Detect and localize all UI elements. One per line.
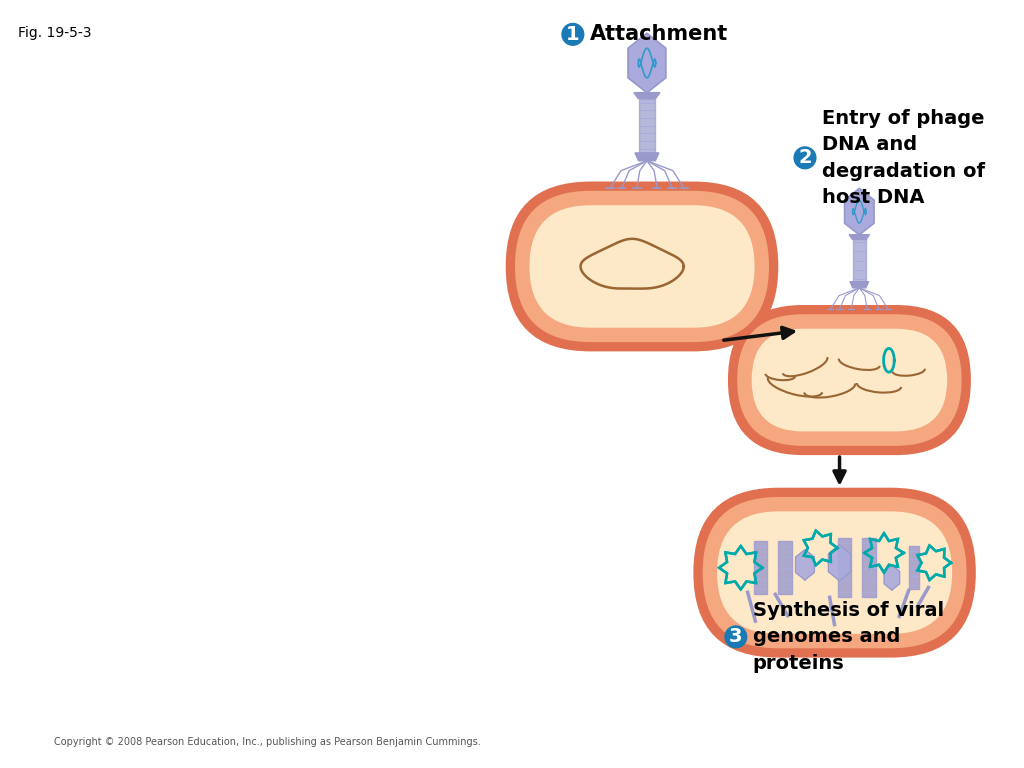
Polygon shape [850, 282, 868, 288]
Text: 2: 2 [798, 148, 812, 167]
FancyBboxPatch shape [752, 329, 947, 432]
Polygon shape [838, 538, 851, 598]
FancyBboxPatch shape [506, 181, 778, 352]
Polygon shape [849, 235, 869, 240]
Circle shape [794, 147, 816, 169]
Text: Fig. 19-5-3: Fig. 19-5-3 [17, 26, 91, 41]
Polygon shape [639, 98, 655, 153]
Circle shape [725, 626, 746, 647]
Polygon shape [828, 545, 851, 581]
Text: 3: 3 [729, 627, 742, 647]
Text: Copyright © 2008 Pearson Education, Inc., publishing as Pearson Benjamin Cumming: Copyright © 2008 Pearson Education, Inc.… [54, 737, 481, 747]
Text: Entry of phage
DNA and
degradation of
host DNA: Entry of phage DNA and degradation of ho… [822, 108, 985, 207]
Polygon shape [634, 93, 660, 98]
Polygon shape [754, 541, 767, 594]
Polygon shape [862, 538, 877, 598]
Polygon shape [845, 188, 873, 235]
Text: Attachment: Attachment [590, 25, 728, 45]
FancyBboxPatch shape [514, 190, 770, 343]
Polygon shape [628, 33, 666, 93]
FancyBboxPatch shape [701, 495, 968, 650]
FancyBboxPatch shape [529, 205, 755, 328]
Polygon shape [908, 546, 919, 590]
Text: 1: 1 [566, 25, 580, 44]
FancyBboxPatch shape [693, 488, 976, 657]
FancyBboxPatch shape [717, 511, 952, 634]
Text: Synthesis of viral
genomes and
proteins: Synthesis of viral genomes and proteins [753, 601, 944, 673]
Polygon shape [635, 153, 658, 161]
Polygon shape [853, 240, 865, 282]
Polygon shape [884, 565, 900, 590]
Polygon shape [796, 550, 814, 580]
FancyBboxPatch shape [728, 305, 971, 455]
FancyBboxPatch shape [736, 313, 963, 447]
Circle shape [562, 24, 584, 45]
Polygon shape [778, 541, 793, 594]
